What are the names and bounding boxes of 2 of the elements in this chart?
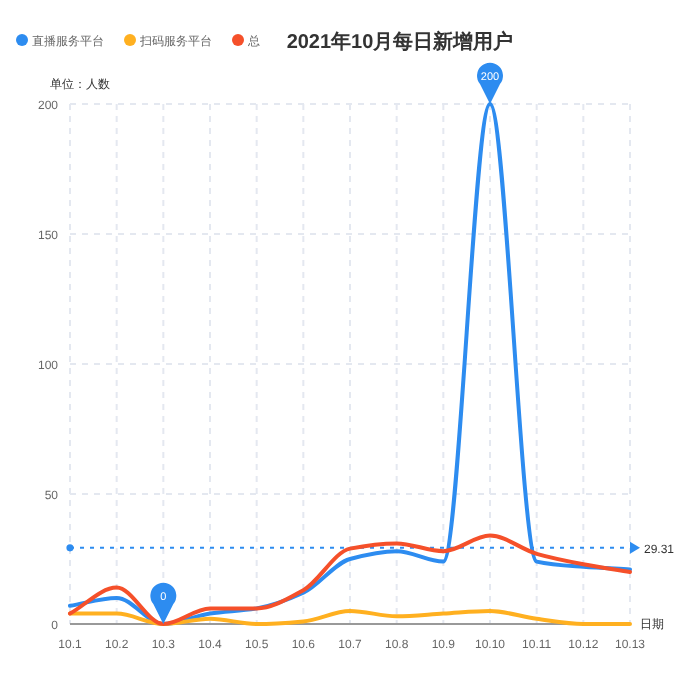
chart-title: 2021年10月每日新增用户 xyxy=(286,30,514,54)
line-series xyxy=(68,533,632,626)
